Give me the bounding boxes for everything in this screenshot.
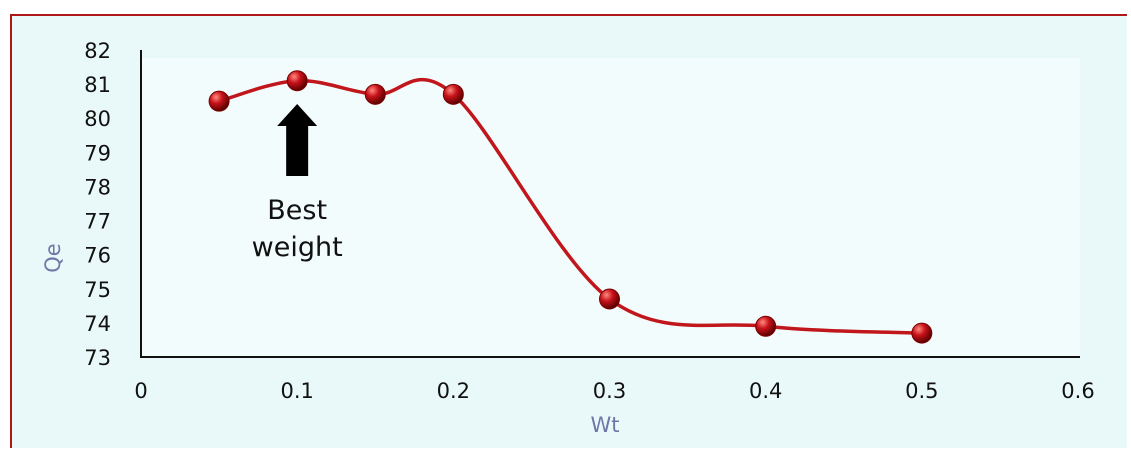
annotation-line2: weight	[252, 232, 343, 263]
x-tick-label: 0.5	[905, 379, 938, 403]
x-tick-label: 0.1	[280, 379, 313, 403]
x-tick-label: 0.3	[593, 379, 626, 403]
data-point	[599, 288, 620, 310]
x-tick-label: 0.2	[437, 379, 470, 403]
y-tick-label: 77	[84, 210, 111, 234]
y-axis-title: Qe	[41, 243, 65, 272]
y-tick-labels: 73 74 75 76 77 78 79 80 81 82	[84, 39, 111, 370]
x-tick-labels: 0 0.1 0.2 0.3 0.4 0.5 0.6	[134, 379, 1094, 403]
y-tick-label: 80	[84, 107, 111, 131]
data-point	[208, 90, 230, 112]
y-tick-label: 81	[84, 73, 111, 97]
x-tick-label: 0	[134, 379, 147, 403]
y-tick-label: 76	[84, 244, 111, 268]
x-axis-title: Wt	[591, 413, 620, 437]
best-weight-arrow-icon	[277, 104, 318, 176]
y-tick-label: 75	[84, 278, 111, 302]
data-point	[911, 322, 933, 344]
y-tick-label: 79	[84, 141, 111, 165]
y-tick-label: 82	[84, 39, 111, 63]
data-point	[755, 315, 777, 337]
x-tick-label: 0.4	[749, 379, 782, 403]
x-tick-label: 0.6	[1061, 379, 1094, 403]
y-tick-label: 73	[84, 346, 111, 370]
annotation-line1: Best	[267, 195, 327, 226]
data-point	[442, 83, 464, 105]
data-point	[286, 70, 308, 92]
data-point	[364, 83, 386, 105]
data-points	[208, 70, 933, 344]
y-tick-label: 74	[84, 312, 111, 336]
y-tick-label: 78	[84, 175, 111, 199]
